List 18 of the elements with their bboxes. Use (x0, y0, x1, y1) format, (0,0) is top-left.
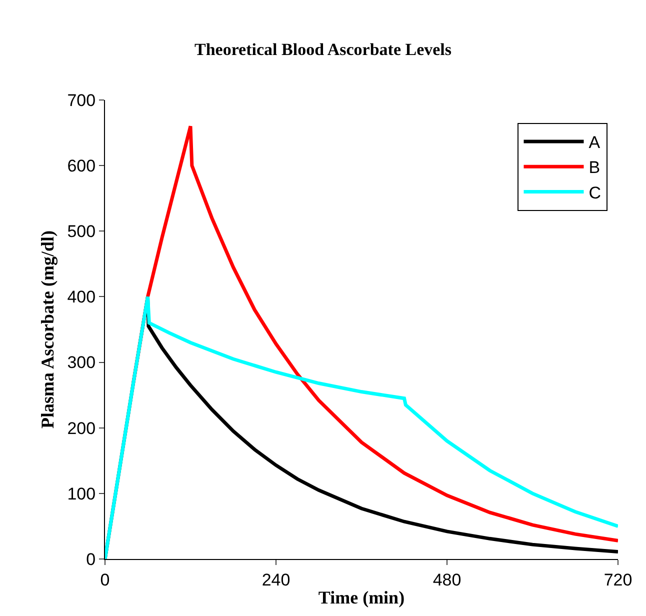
chart-title: Theoretical Blood Ascorbate Levels (194, 40, 452, 60)
x-tick-label: 480 (432, 570, 462, 590)
y-tick-label: 200 (67, 418, 96, 438)
y-tick-label: 400 (67, 288, 96, 307)
x-tick-label: 720 (604, 570, 632, 590)
x-tick-label: 0 (100, 570, 110, 590)
x-tick-label: 240 (262, 570, 290, 590)
legend-label: B (588, 158, 600, 178)
y-tick-label: 0 (86, 550, 96, 569)
y-tick-label: 600 (67, 156, 96, 176)
legend-label: A (588, 133, 601, 152)
y-tick-label: 700 (67, 90, 96, 110)
y-tick-label: 500 (67, 222, 96, 242)
y-axis-title: Plasma Ascorbate (mg/dl) (37, 230, 58, 428)
x-axis-title: Time (min) (318, 588, 405, 608)
legend-label: C (588, 183, 602, 202)
y-tick-label: 300 (67, 353, 96, 372)
y-tick-label: 100 (67, 484, 96, 504)
